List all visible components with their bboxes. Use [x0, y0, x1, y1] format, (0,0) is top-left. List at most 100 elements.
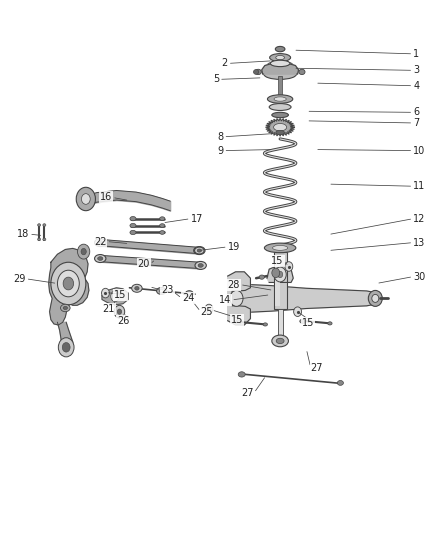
- Circle shape: [58, 338, 74, 357]
- Polygon shape: [266, 118, 294, 136]
- Text: 23: 23: [161, 285, 174, 295]
- Ellipse shape: [268, 95, 293, 103]
- Circle shape: [293, 307, 301, 317]
- Ellipse shape: [265, 243, 296, 253]
- Ellipse shape: [98, 257, 103, 261]
- Ellipse shape: [259, 275, 265, 279]
- Ellipse shape: [197, 249, 201, 252]
- Polygon shape: [267, 266, 293, 282]
- Ellipse shape: [254, 69, 259, 74]
- Ellipse shape: [135, 286, 139, 290]
- Polygon shape: [228, 272, 251, 325]
- Ellipse shape: [272, 335, 288, 347]
- Text: 18: 18: [17, 229, 29, 239]
- Circle shape: [81, 248, 86, 255]
- Ellipse shape: [274, 63, 287, 68]
- Text: 7: 7: [413, 118, 420, 128]
- Ellipse shape: [194, 247, 204, 254]
- Circle shape: [111, 291, 120, 302]
- Circle shape: [230, 290, 243, 306]
- Text: 12: 12: [413, 214, 426, 224]
- Ellipse shape: [328, 322, 332, 325]
- Text: 8: 8: [217, 132, 223, 142]
- Text: 21: 21: [103, 304, 115, 314]
- Text: 24: 24: [182, 293, 194, 303]
- Text: 15: 15: [271, 256, 284, 265]
- Ellipse shape: [159, 217, 165, 221]
- Circle shape: [63, 277, 74, 290]
- Circle shape: [78, 244, 90, 259]
- Ellipse shape: [276, 46, 285, 52]
- Ellipse shape: [43, 224, 46, 227]
- Text: 9: 9: [217, 146, 223, 156]
- Text: 30: 30: [413, 272, 426, 281]
- Polygon shape: [102, 288, 128, 305]
- Ellipse shape: [267, 61, 293, 70]
- Text: 5: 5: [213, 75, 219, 84]
- Circle shape: [102, 288, 110, 298]
- Ellipse shape: [95, 255, 106, 263]
- Ellipse shape: [95, 239, 106, 247]
- Ellipse shape: [372, 294, 379, 302]
- Text: 16: 16: [100, 192, 112, 203]
- Ellipse shape: [38, 238, 41, 241]
- Ellipse shape: [274, 97, 286, 101]
- Ellipse shape: [195, 262, 206, 269]
- Text: 11: 11: [413, 181, 426, 191]
- Ellipse shape: [63, 306, 67, 310]
- Polygon shape: [57, 322, 73, 354]
- Ellipse shape: [272, 246, 288, 251]
- Circle shape: [117, 309, 122, 314]
- Ellipse shape: [194, 247, 205, 255]
- Circle shape: [51, 262, 86, 305]
- Text: 25: 25: [201, 306, 213, 317]
- Ellipse shape: [159, 231, 165, 235]
- Polygon shape: [49, 248, 89, 325]
- Text: 2: 2: [222, 59, 228, 68]
- Text: 6: 6: [413, 107, 420, 117]
- Ellipse shape: [276, 131, 285, 135]
- Ellipse shape: [159, 224, 165, 228]
- Circle shape: [272, 268, 280, 278]
- Ellipse shape: [198, 264, 203, 267]
- Polygon shape: [237, 285, 375, 312]
- Ellipse shape: [43, 238, 46, 241]
- Ellipse shape: [337, 381, 343, 385]
- Ellipse shape: [270, 60, 290, 67]
- Text: 27: 27: [241, 388, 254, 398]
- Ellipse shape: [130, 216, 136, 221]
- Text: 19: 19: [228, 242, 240, 252]
- Polygon shape: [262, 62, 298, 74]
- Text: 20: 20: [138, 260, 150, 269]
- Text: 10: 10: [413, 146, 426, 156]
- FancyBboxPatch shape: [276, 255, 280, 306]
- Circle shape: [205, 304, 213, 314]
- Circle shape: [57, 270, 79, 297]
- Circle shape: [114, 305, 125, 318]
- Text: 28: 28: [228, 280, 240, 289]
- Circle shape: [62, 343, 70, 352]
- Circle shape: [278, 271, 283, 278]
- Ellipse shape: [263, 323, 268, 326]
- Circle shape: [285, 262, 293, 271]
- Text: 1: 1: [413, 49, 420, 59]
- Text: 27: 27: [311, 362, 323, 373]
- Text: 17: 17: [191, 214, 203, 224]
- Text: 13: 13: [413, 238, 426, 247]
- Ellipse shape: [235, 320, 241, 325]
- Text: 15: 15: [114, 289, 127, 300]
- Text: 4: 4: [413, 81, 420, 91]
- Ellipse shape: [299, 69, 305, 75]
- Ellipse shape: [272, 112, 288, 118]
- Ellipse shape: [276, 338, 284, 344]
- Text: 15: 15: [302, 318, 314, 328]
- Ellipse shape: [159, 289, 163, 293]
- Ellipse shape: [270, 54, 290, 62]
- Ellipse shape: [255, 69, 261, 75]
- Ellipse shape: [197, 249, 202, 253]
- Ellipse shape: [156, 287, 166, 294]
- Ellipse shape: [38, 224, 41, 227]
- Ellipse shape: [238, 372, 245, 377]
- Text: 15: 15: [231, 314, 243, 325]
- FancyBboxPatch shape: [274, 252, 287, 309]
